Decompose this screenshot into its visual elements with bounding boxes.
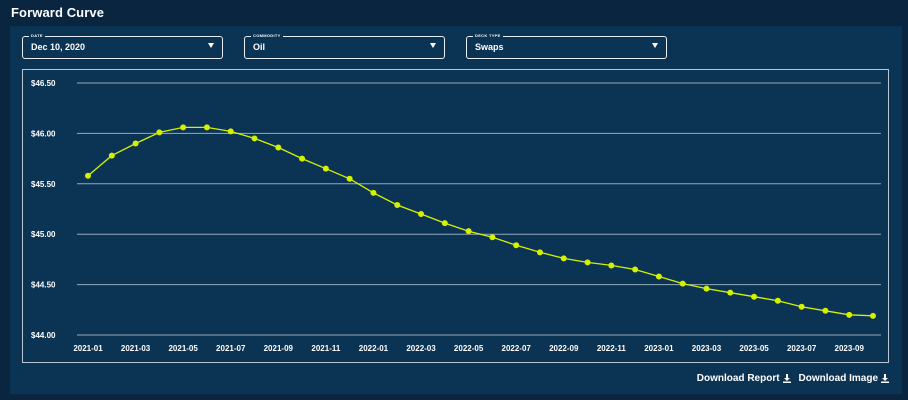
y-tick-label: $44.50 (31, 281, 56, 290)
data-point[interactable] (346, 175, 353, 182)
x-tick-label: 2023-03 (692, 344, 722, 353)
chart-canvas: $44.00 $44.50 $45.00 $45.50 $46.00 $46.50 202… (31, 79, 881, 353)
caret-down-icon (652, 43, 658, 48)
download-image-label: Download Image (798, 373, 878, 384)
y-tick-label: $45.00 (31, 230, 56, 239)
series-layer (85, 124, 876, 319)
x-tick-label: 2023-07 (787, 344, 817, 353)
download-report-button[interactable]: Download Report (697, 373, 791, 384)
data-point[interactable] (703, 285, 710, 292)
date-select[interactable]: Date Dec 10, 2020 (22, 33, 223, 59)
x-tick-label: 2023-09 (835, 344, 865, 353)
x-tick-label: 2021-05 (168, 344, 198, 353)
data-point[interactable] (108, 152, 115, 159)
download-image-button[interactable]: Download Image (799, 373, 889, 384)
date-select-legend: Date (29, 33, 45, 39)
data-point[interactable] (655, 273, 662, 280)
data-point[interactable] (513, 242, 520, 249)
data-point[interactable] (203, 124, 210, 131)
forward-curve-panel: Date Dec 10, 2020 Commodity Oil Deck Typ… (10, 26, 902, 394)
deck-type-select-value: Swaps (475, 42, 504, 52)
x-tick-label: 2022-05 (454, 344, 484, 353)
download-actions: Download Report Download Image (697, 373, 889, 384)
data-point[interactable] (846, 311, 853, 318)
data-point[interactable] (489, 234, 496, 241)
caret-down-icon (208, 43, 214, 48)
data-point[interactable] (251, 135, 258, 142)
x-tick-label: 2021-09 (264, 344, 294, 353)
data-point[interactable] (275, 144, 282, 151)
commodity-select[interactable]: Commodity Oil (244, 33, 445, 59)
commodity-select-legend: Commodity (251, 33, 283, 39)
data-point[interactable] (180, 124, 187, 131)
x-tick-label: 2023-01 (644, 344, 674, 353)
x-tick-label: 2021-03 (121, 344, 151, 353)
data-point[interactable] (560, 255, 567, 262)
data-point[interactable] (870, 312, 876, 319)
caret-down-icon (430, 43, 436, 48)
x-tick-label: 2021-07 (216, 344, 246, 353)
download-report-label: Download Report (696, 373, 780, 384)
data-point[interactable] (322, 165, 329, 172)
data-point[interactable] (751, 293, 758, 300)
y-tick-label: $44.00 (31, 331, 56, 340)
data-point[interactable] (418, 211, 425, 218)
page-title: Forward Curve (11, 5, 105, 20)
data-point[interactable] (632, 266, 639, 273)
y-tick-label: $46.50 (31, 79, 56, 88)
data-point[interactable] (394, 201, 401, 208)
y-tick-label: $45.50 (31, 180, 56, 189)
series-line (87, 126, 874, 317)
data-point[interactable] (465, 228, 472, 235)
data-point[interactable] (774, 297, 781, 304)
x-tick-label: 2022-03 (406, 344, 436, 353)
data-point[interactable] (156, 129, 163, 136)
x-tick-label: 2023-05 (739, 344, 769, 353)
x-axis-ticks: 2021-01 2021-03 2021-05 2021-07 2021-09 2021-… (73, 344, 864, 353)
download-icon (881, 374, 889, 383)
data-point[interactable] (536, 249, 543, 256)
date-select-value: Dec 10, 2020 (31, 42, 86, 52)
x-tick-label: 2022-09 (549, 344, 579, 353)
x-tick-label: 2022-07 (502, 344, 532, 353)
deck-type-select-legend: Deck Type (473, 33, 503, 39)
y-axis-ticks: $44.00 $44.50 $45.00 $45.50 $46.00 $46.50 (31, 79, 56, 340)
data-point[interactable] (798, 303, 805, 310)
y-tick-label: $46.00 (31, 129, 56, 138)
data-point[interactable] (85, 172, 91, 179)
data-point[interactable] (299, 155, 306, 162)
data-point[interactable] (227, 128, 234, 135)
data-point[interactable] (132, 140, 139, 147)
forward-curve-chart: $44.00 $44.50 $45.00 $45.50 $46.00 $46.50 202… (22, 69, 889, 363)
data-point[interactable] (584, 259, 591, 266)
data-point[interactable] (608, 262, 615, 269)
data-point[interactable] (679, 280, 686, 287)
x-tick-label: 2021-11 (311, 344, 340, 353)
deck-type-select[interactable]: Deck Type Swaps (466, 33, 667, 59)
data-point[interactable] (727, 289, 734, 296)
data-point[interactable] (441, 220, 448, 227)
x-tick-label: 2022-01 (359, 344, 389, 353)
commodity-select-value: Oil (253, 42, 266, 52)
data-point[interactable] (370, 189, 377, 196)
x-tick-label: 2021-01 (73, 344, 103, 353)
x-tick-label: 2022-11 (597, 344, 626, 353)
data-point[interactable] (822, 307, 829, 314)
download-icon (782, 374, 791, 383)
